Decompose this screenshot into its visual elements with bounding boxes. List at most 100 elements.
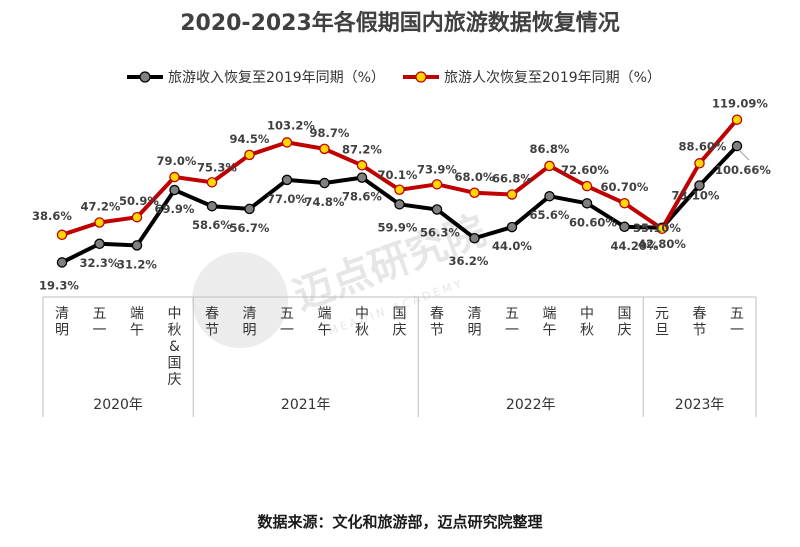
data-label-revenue: 77.0% — [267, 192, 307, 206]
source-note: 数据来源：文化和旅游部，迈点研究院整理 — [257, 513, 542, 531]
data-point-revenue — [431, 204, 443, 215]
data-label-visitors: 66.8% — [492, 171, 532, 185]
data-label-revenue: 60.60% — [569, 215, 617, 229]
data-point-visitors — [694, 158, 705, 169]
category-tick-label: 五一 — [505, 306, 519, 339]
data-point-revenue — [281, 174, 293, 186]
data-point-visitors — [544, 160, 555, 172]
data-point-visitors — [244, 149, 255, 161]
data-point-revenue — [94, 238, 105, 250]
data-label-visitors: 94.5% — [230, 132, 270, 146]
data-label-revenue: 58.6% — [192, 218, 232, 232]
data-point-revenue — [319, 177, 330, 189]
data-label-visitors: 50.9% — [119, 194, 159, 208]
group-year-label: 2023年 — [675, 397, 725, 413]
data-label-revenue: 31.2% — [117, 257, 157, 271]
data-point-revenue — [544, 190, 555, 202]
data-label-visitors: 72.60% — [561, 163, 609, 177]
data-label-visitors: 88.60% — [679, 139, 727, 153]
data-point-revenue — [694, 180, 705, 191]
category-tick-label: 清明 — [243, 306, 257, 339]
data-point-visitors — [131, 211, 143, 223]
legend-label-revenue: 旅游收入恢复至2019年同期（%） — [168, 69, 385, 86]
data-label-revenue: 35.10% — [633, 221, 681, 235]
category-tick-label: 清明 — [55, 306, 69, 339]
category-tick-label: 五一 — [730, 306, 744, 339]
category-tick-label: 五一 — [280, 306, 294, 339]
legend: 旅游收入恢复至2019年同期（%） 旅游人次恢复至2019年同期（%） — [127, 69, 661, 86]
legend-marker-revenue — [139, 71, 151, 83]
data-point-revenue — [619, 221, 630, 233]
data-label-visitors: 103.2% — [267, 118, 315, 132]
legend-marker-visitors — [415, 71, 427, 83]
data-label-visitors: 119.09% — [712, 97, 768, 111]
data-point-visitors — [94, 217, 105, 228]
category-tick-label: 五一 — [93, 306, 107, 339]
data-label-revenue: 44.20% — [611, 239, 659, 253]
data-label-visitors: 73.9% — [417, 162, 457, 176]
group-year-label: 2022年 — [506, 397, 556, 413]
data-label-revenue: 56.3% — [420, 225, 460, 239]
data-point-revenue — [169, 184, 180, 196]
legend-label-visitors: 旅游人次恢复至2019年同期（%） — [444, 69, 661, 86]
data-point-revenue — [731, 140, 743, 152]
data-label-revenue: 78.6% — [342, 190, 382, 204]
watermark-logo-icon — [192, 252, 288, 348]
data-label-revenue: 69.9% — [155, 202, 195, 216]
data-label-visitors: 60.70% — [601, 180, 649, 194]
legend-item-visitors: 旅游人次恢复至2019年同期（%） — [403, 69, 661, 86]
data-point-visitors — [619, 197, 630, 209]
data-label-revenue: 19.3% — [39, 278, 79, 292]
data-point-visitors — [731, 114, 743, 125]
data-label-visitors: 86.8% — [530, 142, 570, 156]
data-point-revenue — [131, 240, 143, 251]
data-point-visitors — [206, 177, 218, 188]
data-label-revenue: 65.6% — [530, 208, 570, 222]
category-tick-label: 元旦 — [655, 306, 669, 339]
data-point-revenue — [206, 200, 218, 212]
data-point-visitors — [356, 160, 368, 171]
data-point-visitors — [581, 180, 593, 192]
category-tick-label: 端午 — [318, 306, 332, 339]
data-point-visitors — [281, 137, 293, 148]
data-label-visitors: 98.7% — [310, 126, 350, 140]
data-label-revenue: 59.9% — [378, 220, 418, 234]
data-point-revenue — [506, 221, 518, 233]
data-label-visitors: 68.0% — [455, 170, 495, 184]
data-point-visitors — [656, 223, 668, 235]
category-tick-label: 中秋 — [580, 306, 594, 339]
data-point-visitors — [319, 143, 330, 155]
category-tick-label: 春节 — [430, 306, 444, 339]
data-point-revenue — [581, 198, 593, 209]
data-label-revenue: 100.66% — [715, 163, 771, 177]
data-point-revenue — [394, 199, 405, 210]
data-point-visitors — [394, 184, 405, 196]
data-point-revenue — [356, 172, 368, 183]
category-axis: 清明五一端午中秋&国庆春节清明五一端午中秋国庆春节清明五一端午中秋国庆元旦春节五… — [42, 296, 757, 417]
data-label-visitors: 38.6% — [32, 209, 72, 223]
category-tick-label: 中秋 — [355, 306, 369, 339]
category-tick-label: 端午 — [543, 306, 557, 339]
data-label-visitors: 79.0% — [157, 154, 197, 168]
category-tick-label: 春节 — [693, 306, 707, 339]
data-label-revenue: 74.8% — [305, 195, 345, 209]
data-label-visitors: 42.80% — [638, 237, 686, 251]
data-labels: 19.3%32.3%31.2% 69.9% 58.6%56.7% 77.0%74.8%… — [32, 97, 771, 293]
data-label-revenue: 73.10% — [672, 188, 720, 202]
data-label-revenue: 56.7% — [230, 221, 270, 235]
data-label-visitors: 87.2% — [342, 142, 382, 156]
data-label-revenue: 44.0% — [492, 239, 532, 253]
data-point-visitors — [56, 229, 68, 241]
label-leader-line — [738, 149, 750, 161]
series-layer — [56, 114, 743, 268]
data-point-visitors — [169, 171, 180, 183]
group-year-label: 2021年 — [281, 397, 331, 413]
legend-item-revenue: 旅游收入恢复至2019年同期（%） — [127, 69, 385, 86]
group-year-label: 2020年 — [93, 397, 143, 413]
data-label-revenue: 32.3% — [80, 256, 120, 270]
data-label-visitors: 47.2% — [81, 200, 121, 214]
chart-title: 2020-2023年各假期国内旅游数据恢复情况 — [180, 10, 620, 36]
data-point-visitors — [506, 189, 518, 200]
